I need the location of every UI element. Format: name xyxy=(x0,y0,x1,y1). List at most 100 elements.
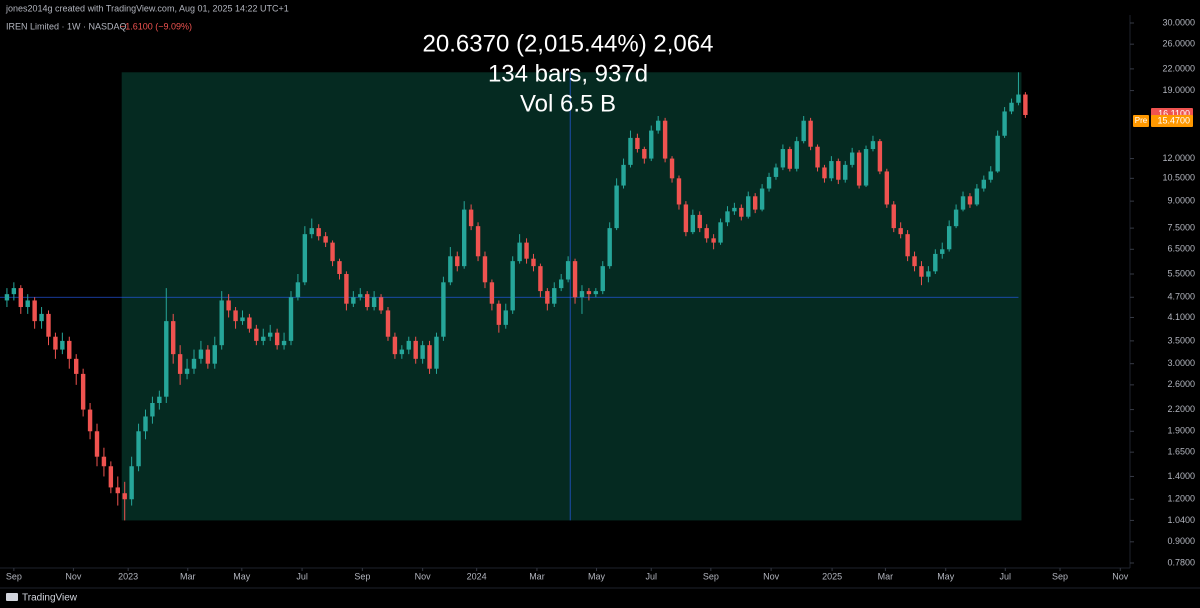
symbol-legend: IREN Limited · 1W · NASDAQ xyxy=(6,21,127,31)
candle-body xyxy=(316,228,321,237)
y-tick-label: 9.0000 xyxy=(1167,196,1195,206)
y-tick-label: 1.9000 xyxy=(1167,426,1195,436)
candle-body xyxy=(940,249,945,254)
candle-body xyxy=(87,409,93,432)
x-tick-label: May xyxy=(937,571,955,581)
credit: jones2014g created with TradingView.com,… xyxy=(5,3,289,13)
candle-body xyxy=(351,297,356,304)
candle-body xyxy=(953,209,959,227)
pre-tag-box xyxy=(1133,114,1149,127)
candle-body xyxy=(572,261,578,298)
candle-body xyxy=(80,373,86,410)
candle-body xyxy=(662,120,668,159)
y-tick-label: 4.7000 xyxy=(1167,292,1195,302)
candle-body xyxy=(711,238,716,243)
candle-body xyxy=(704,228,709,239)
candle-body xyxy=(309,228,314,235)
y-tick-label: 30.0000 xyxy=(1162,17,1195,27)
y-tick-label: 4.1000 xyxy=(1167,312,1195,322)
x-tick-label: Mar xyxy=(878,571,894,581)
candle-body xyxy=(669,158,675,179)
candle-body xyxy=(565,261,571,280)
candle-body xyxy=(198,349,204,359)
candle-body xyxy=(39,313,44,322)
candle-body xyxy=(822,167,827,179)
candle-body xyxy=(475,226,481,257)
pre-tag: Pre xyxy=(1135,116,1148,125)
candle-body xyxy=(884,171,890,205)
x-tick-label: Jul xyxy=(1000,571,1012,581)
candle-body xyxy=(268,332,273,337)
candle-body xyxy=(143,416,148,432)
candle-body xyxy=(1016,94,1021,103)
candle-body xyxy=(371,297,377,308)
candle-body xyxy=(32,300,37,322)
candle-body xyxy=(655,120,661,131)
x-tick-label: Nov xyxy=(65,571,82,581)
candle-body xyxy=(399,349,405,355)
candle-body xyxy=(461,209,467,267)
candle-body xyxy=(981,179,987,189)
candle-body xyxy=(448,256,453,283)
candle-body xyxy=(524,242,529,259)
candle-body xyxy=(545,291,550,304)
candle-body xyxy=(344,274,349,304)
candle-body xyxy=(157,396,162,404)
pre-price-tag xyxy=(1151,114,1193,127)
candle-body xyxy=(815,146,820,168)
candle-body xyxy=(358,294,363,298)
candle-body xyxy=(122,493,127,500)
candle-body xyxy=(25,300,30,308)
y-tick-label: 6.5000 xyxy=(1167,244,1195,254)
candle-body xyxy=(434,336,439,369)
candle-body xyxy=(697,214,702,229)
candle-body xyxy=(926,271,931,277)
candle-body xyxy=(420,345,425,359)
candle-body xyxy=(919,266,924,277)
candle-body xyxy=(718,222,723,243)
measure-text: Vol 6.5 B xyxy=(520,90,616,117)
x-tick-label: Mar xyxy=(180,571,196,581)
x-tick-label: 2025 xyxy=(822,571,842,581)
candle-body xyxy=(995,135,1000,172)
y-tick-label: 0.7800 xyxy=(1167,557,1195,567)
y-tick-label: 19.0000 xyxy=(1162,85,1195,95)
x-tick-label: Jul xyxy=(645,571,657,581)
candle-body xyxy=(337,261,342,275)
y-tick-label: 1.0400 xyxy=(1167,515,1195,525)
x-tick-label: Mar xyxy=(529,571,545,581)
candle-body xyxy=(1023,94,1028,115)
candle-body xyxy=(843,164,848,180)
candle-body xyxy=(912,256,917,267)
x-tick-label: Sep xyxy=(703,571,719,581)
candle-body xyxy=(53,336,58,350)
candle-body xyxy=(212,345,217,364)
candle-body xyxy=(261,336,266,341)
candle-body xyxy=(226,300,231,311)
candle-body xyxy=(946,226,952,250)
candle-body xyxy=(856,152,862,186)
y-tick-label: 22.0000 xyxy=(1162,63,1195,73)
candle-body xyxy=(1002,111,1007,136)
candle-body xyxy=(455,256,460,267)
candle-body xyxy=(531,258,536,267)
candle-body xyxy=(302,234,308,283)
candle-body xyxy=(600,266,605,292)
candle-body xyxy=(46,313,51,337)
y-tick-label: 26.0000 xyxy=(1162,39,1195,49)
measure-box xyxy=(121,72,1022,521)
candle-body xyxy=(385,310,391,337)
candle-body xyxy=(766,176,772,189)
candle-body xyxy=(586,291,592,295)
candle-body xyxy=(413,340,418,359)
candle-body xyxy=(829,161,834,179)
candle-body xyxy=(60,340,65,350)
y-tick-label: 3.5000 xyxy=(1167,335,1195,345)
candle-body xyxy=(732,207,737,212)
candle-body xyxy=(233,310,238,322)
candle-body xyxy=(496,303,502,325)
candle-body xyxy=(101,456,107,467)
candle-body xyxy=(898,228,903,235)
y-tick-label: 1.6500 xyxy=(1167,447,1195,457)
measure-text: 20.6370 (2,015.44%) 2,064 xyxy=(423,30,714,57)
